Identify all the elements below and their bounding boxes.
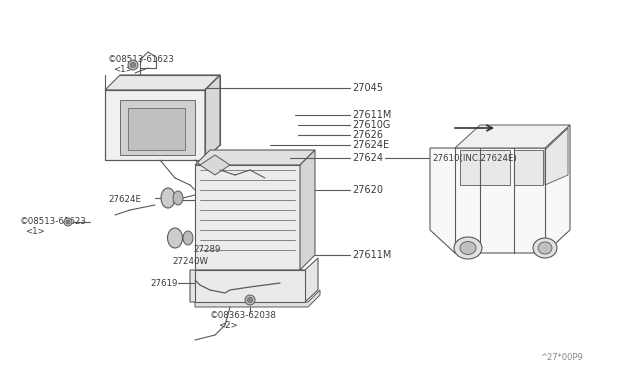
Polygon shape bbox=[205, 75, 220, 160]
Text: 27289: 27289 bbox=[193, 246, 220, 254]
Text: 27624E: 27624E bbox=[352, 140, 389, 150]
Polygon shape bbox=[200, 155, 230, 175]
Ellipse shape bbox=[460, 241, 476, 254]
Text: 27626: 27626 bbox=[352, 130, 383, 140]
Text: ©08513-61623: ©08513-61623 bbox=[20, 218, 87, 227]
Circle shape bbox=[245, 295, 255, 305]
Ellipse shape bbox=[454, 237, 482, 259]
Text: 27611M: 27611M bbox=[352, 110, 392, 120]
Polygon shape bbox=[455, 125, 570, 148]
Text: 27624: 27624 bbox=[352, 153, 383, 163]
Ellipse shape bbox=[538, 242, 552, 254]
Ellipse shape bbox=[533, 238, 557, 258]
Ellipse shape bbox=[161, 188, 175, 208]
Text: 27624E: 27624E bbox=[108, 196, 141, 205]
Polygon shape bbox=[128, 108, 185, 150]
Text: 27610G: 27610G bbox=[352, 120, 390, 130]
Circle shape bbox=[66, 220, 70, 224]
Polygon shape bbox=[195, 150, 315, 165]
Ellipse shape bbox=[168, 228, 182, 248]
Polygon shape bbox=[120, 100, 195, 155]
Text: ^27*00P9: ^27*00P9 bbox=[540, 353, 583, 362]
Polygon shape bbox=[195, 290, 320, 307]
Text: <1>: <1> bbox=[113, 65, 132, 74]
Polygon shape bbox=[514, 150, 543, 185]
Text: 27619: 27619 bbox=[150, 279, 177, 288]
Ellipse shape bbox=[183, 231, 193, 245]
Text: <2>: <2> bbox=[218, 321, 237, 330]
Text: <1>: <1> bbox=[25, 228, 45, 237]
Polygon shape bbox=[105, 75, 220, 90]
Circle shape bbox=[248, 298, 253, 302]
Circle shape bbox=[128, 60, 138, 70]
Polygon shape bbox=[195, 165, 300, 270]
Text: 27610(INC.27624E): 27610(INC.27624E) bbox=[432, 154, 516, 163]
Ellipse shape bbox=[173, 191, 183, 205]
Text: ©08513-61623: ©08513-61623 bbox=[108, 55, 175, 64]
Text: ©08363-62038: ©08363-62038 bbox=[210, 311, 277, 320]
Polygon shape bbox=[105, 90, 205, 160]
Polygon shape bbox=[300, 150, 315, 270]
Polygon shape bbox=[460, 150, 510, 185]
Text: 27611M: 27611M bbox=[352, 250, 392, 260]
Text: 27240W: 27240W bbox=[172, 257, 208, 266]
Polygon shape bbox=[430, 125, 570, 253]
Polygon shape bbox=[190, 258, 318, 302]
Text: 27620: 27620 bbox=[352, 185, 383, 195]
Circle shape bbox=[64, 218, 72, 226]
Text: 27045: 27045 bbox=[352, 83, 383, 93]
Circle shape bbox=[131, 62, 136, 67]
Polygon shape bbox=[545, 128, 568, 185]
Polygon shape bbox=[195, 270, 305, 302]
